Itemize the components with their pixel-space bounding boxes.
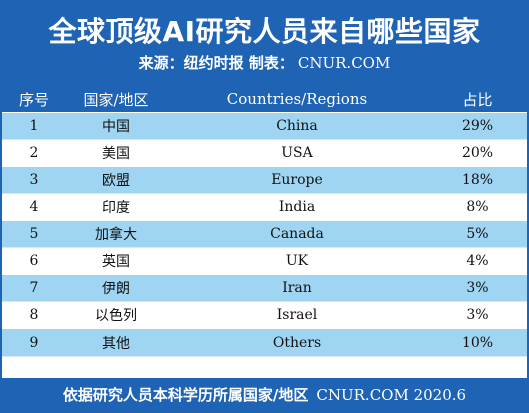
- header-share: 占比: [462, 90, 493, 109]
- row-country-en: China: [276, 118, 318, 134]
- row-share: 10%: [461, 334, 494, 351]
- row-country-zh: 印度: [102, 200, 130, 216]
- page-title: 全球顶级AI研究人员来自哪些国家: [48, 15, 481, 48]
- footer-note: 依据研究人员本科学历所属国家/地区: [62, 386, 309, 404]
- row-share: 5%: [466, 226, 489, 242]
- spacer-row: [2, 356, 527, 378]
- row-index: 7: [29, 280, 39, 296]
- row-country-zh: 以色列: [95, 308, 137, 324]
- row-share: 3%: [466, 280, 489, 296]
- table-row: 7 伊朗 Iran 3%: [2, 274, 527, 301]
- row-country-en: Canada: [270, 226, 324, 242]
- title-bar: 全球顶级AI研究人员来自哪些国家 来源：纽约时报 制表： CNUR.COM: [2, 2, 527, 86]
- row-country-en: UK: [285, 253, 309, 269]
- table-row: 5 加拿大 Canada 5%: [2, 220, 527, 247]
- source-line: 来源：纽约时报 制表： CNUR.COM: [2, 52, 527, 73]
- table-row: 6 英国 UK 4%: [2, 247, 527, 274]
- row-share: 3%: [466, 307, 489, 323]
- table-header: 序号 国家/地区 Countries/Regions 占比: [2, 86, 527, 112]
- table-row: 2 美国 USA 20%: [2, 139, 527, 166]
- row-share: 29%: [461, 118, 494, 134]
- row-country-zh: 美国: [102, 146, 130, 162]
- row-index: 9: [29, 334, 39, 351]
- row-index: 5: [29, 226, 39, 242]
- row-country-zh: 其他: [102, 335, 130, 352]
- row-index: 3: [29, 172, 39, 188]
- header-country-en: Countries/Regions: [226, 90, 368, 108]
- table-row: 8 以色列 Israel 3%: [2, 301, 527, 328]
- row-index: 4: [29, 199, 39, 215]
- table-row: 3 欧盟 Europe 18%: [2, 166, 527, 193]
- table-row: 4 印度 India 8%: [2, 193, 527, 220]
- row-country-zh: 欧盟: [102, 173, 130, 189]
- row-country-en: Israel: [276, 307, 318, 323]
- row-index: 6: [29, 253, 39, 269]
- source-url: CNUR.COM: [297, 54, 391, 72]
- source-label: 来源：纽约时报 制表：: [138, 54, 294, 72]
- table-footer: 依据研究人员本科学历所属国家/地区 CNUR.COM 2020.6: [2, 378, 527, 411]
- row-index: 2: [29, 145, 39, 161]
- row-country-en: Europe: [271, 172, 323, 188]
- header-country-zh: 国家/地区: [83, 90, 149, 109]
- row-country-en: Iran: [282, 280, 312, 296]
- row-share: 18%: [461, 172, 494, 188]
- row-index: 1: [29, 118, 39, 134]
- row-country-en: India: [278, 199, 316, 215]
- row-country-en: Others: [272, 334, 322, 351]
- row-country-zh: 伊朗: [102, 281, 130, 297]
- table-row: 9 其他 Others 10%: [2, 328, 527, 356]
- row-share: 20%: [461, 145, 494, 161]
- row-index: 8: [29, 307, 39, 323]
- row-country-zh: 加拿大: [95, 227, 137, 243]
- footer-url: CNUR.COM 2020.6: [316, 385, 467, 404]
- header-index: 序号: [18, 90, 49, 109]
- row-share: 4%: [466, 253, 489, 269]
- table-row: 1 中国 China 29%: [2, 112, 527, 139]
- row-country-en: USA: [281, 145, 313, 161]
- row-country-zh: 中国: [102, 119, 130, 135]
- row-country-zh: 英国: [102, 254, 130, 270]
- row-share: 8%: [466, 199, 489, 215]
